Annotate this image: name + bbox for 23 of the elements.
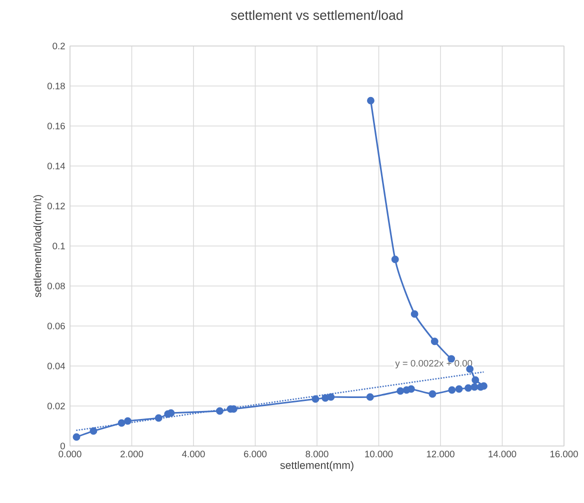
y-tick-label: 0.02 [47,402,65,410]
x-tick-label: 10.000 [365,450,393,458]
y-tick-label: 0.18 [47,82,65,90]
x-tick-label: 0.000 [58,450,82,458]
y-tick-label: 0.16 [47,122,65,130]
y-tick-label: 0.12 [47,202,65,210]
y-tick-label: 0.06 [47,322,65,330]
x-tick-label: 14.000 [488,450,516,458]
y-axis-title: settlement/load(mm/t) [33,195,44,298]
y-tick-label: 0 [60,442,65,450]
x-tick-label: 4.000 [182,450,205,458]
x-tick-label: 12.000 [426,450,454,458]
y-tick-label: 0.08 [47,282,65,290]
x-axis-title: settlement(mm) [280,461,354,472]
x-tick-label: 16.000 [550,450,578,458]
chart-title: settlement vs settlement/load [231,10,402,20]
y-tick-label: 0.04 [47,362,66,370]
y-tick-label: 0.14 [47,162,66,170]
x-tick-label: 8.000 [306,450,328,458]
y-tick-label: 0.2 [52,42,65,50]
y-tick-label: 0.1 [52,242,65,250]
x-tick-label: 2.000 [120,450,144,458]
x-tick-label: 6.000 [244,450,267,458]
